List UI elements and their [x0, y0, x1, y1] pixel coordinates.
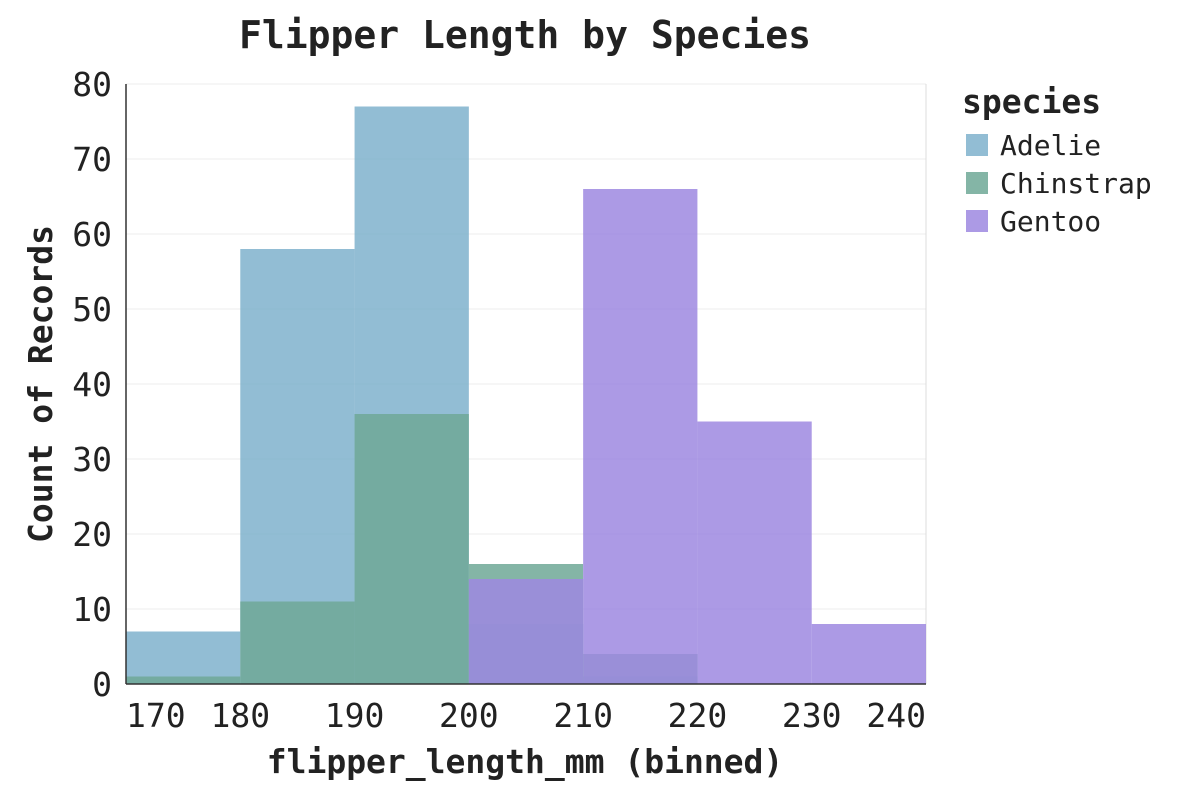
- legend-label-chinstrap: Chinstrap: [1000, 167, 1152, 200]
- y-tick-label: 0: [92, 665, 112, 704]
- y-tick-label: 80: [72, 65, 112, 104]
- bars: [126, 106, 926, 684]
- legend-label-gentoo: Gentoo: [1000, 205, 1101, 238]
- bar-chinstrap: [126, 676, 241, 684]
- y-tick-label: 70: [72, 140, 112, 179]
- legend-swatch-adelie: [966, 134, 988, 156]
- x-tick-label: 220: [668, 696, 728, 735]
- x-tick-label: 200: [439, 696, 499, 735]
- y-tick-label: 40: [72, 365, 112, 404]
- y-tick-label: 10: [72, 590, 112, 629]
- legend-swatch-chinstrap: [966, 172, 988, 194]
- x-tick-label: 230: [782, 696, 842, 735]
- x-tick-labels: 170 180 190 200 210 220 230 240: [126, 696, 926, 735]
- y-tick-label: 20: [72, 515, 112, 554]
- bar-adelie: [126, 631, 241, 684]
- bar-gentoo: [468, 579, 584, 684]
- y-tick-label: 30: [72, 440, 112, 479]
- x-tick-label: 210: [553, 696, 613, 735]
- bar-gentoo: [811, 624, 926, 684]
- x-axis-title: flipper_length_mm (binned): [267, 742, 784, 781]
- x-tick-label: 180: [210, 696, 270, 735]
- y-tick-label: 50: [72, 290, 112, 329]
- legend-label-adelie: Adelie: [1000, 129, 1101, 162]
- y-tick-label: 60: [72, 215, 112, 254]
- legend: species Adelie Chinstrap Gentoo: [962, 82, 1152, 238]
- bar-chinstrap: [354, 414, 469, 684]
- legend-swatch-gentoo: [966, 210, 988, 232]
- legend-title: species: [962, 82, 1101, 121]
- y-axis-title: Count of Records: [21, 225, 60, 543]
- bar-gentoo: [583, 189, 698, 684]
- bar-gentoo: [697, 421, 812, 684]
- bar-chinstrap: [240, 601, 355, 684]
- x-tick-label: 190: [325, 696, 385, 735]
- y-tick-labels: 0 10 20 30 40 50 60 70 80: [72, 65, 112, 704]
- axes: [125, 84, 926, 685]
- chart-title: Flipper Length by Species: [239, 13, 811, 57]
- x-tick-label: 170: [126, 696, 186, 735]
- x-tick-label: 240: [866, 696, 926, 735]
